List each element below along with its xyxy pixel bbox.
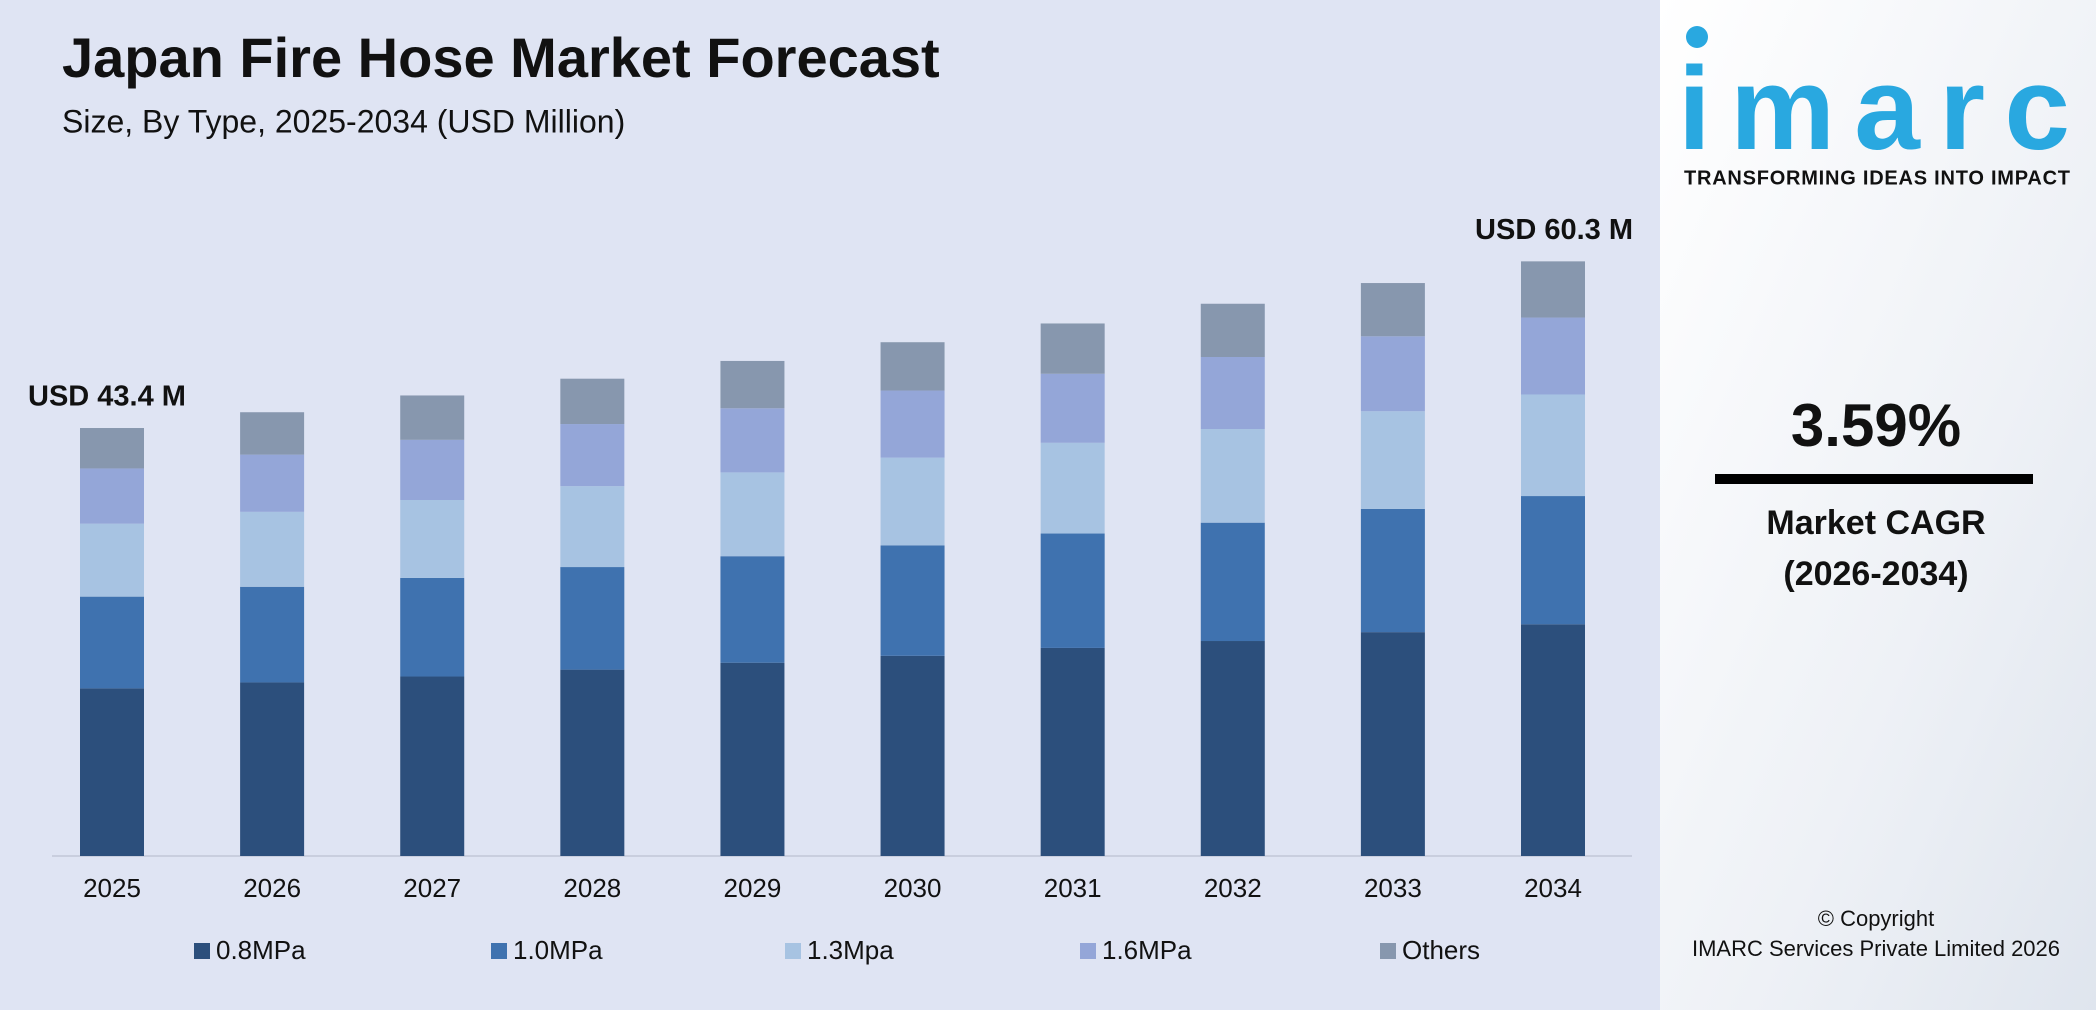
bar-segment — [880, 457, 945, 546]
bar-segment — [1521, 624, 1585, 856]
bar-segment — [240, 454, 305, 512]
bar-segment — [400, 395, 465, 440]
bar-segment — [560, 486, 625, 568]
bar-segment — [560, 567, 625, 670]
bar-segment — [720, 662, 785, 856]
bar-segment — [1521, 317, 1585, 395]
bar-segment — [1200, 303, 1265, 358]
x-tick-label: 2034 — [1524, 873, 1582, 903]
bar-segment — [1040, 373, 1105, 443]
x-tick-label: 2027 — [403, 873, 461, 903]
chart-subtitle: Size, By Type, 2025-2034 (USD Million) — [62, 103, 625, 139]
cagr-rule — [1715, 474, 2033, 484]
tagline: TRANSFORMING IDEAS INTO IMPACT — [1684, 167, 2070, 189]
legend-label: 0.8MPa — [216, 935, 306, 965]
legend-swatch — [1080, 943, 1096, 959]
bar-segment — [720, 360, 785, 409]
bar-segment — [80, 468, 144, 524]
bar-segment — [1521, 496, 1585, 625]
bar-segment — [1521, 394, 1585, 497]
logo: imarc — [1678, 43, 2070, 175]
bar-segment — [560, 424, 625, 487]
bar-segment — [80, 428, 144, 469]
legend-swatch — [491, 943, 507, 959]
bar-segment — [1040, 323, 1105, 374]
bar-segment — [240, 682, 305, 856]
legend-label: 1.0MPa — [513, 935, 603, 965]
bar-segment — [720, 408, 785, 473]
bar-segment — [80, 523, 144, 597]
logo-dot — [1686, 26, 1708, 48]
x-tick-label: 2026 — [243, 873, 301, 903]
bar-segment — [240, 511, 305, 587]
bar-segment — [1200, 357, 1265, 429]
bar-segment — [1040, 533, 1105, 648]
bar-segment — [1040, 442, 1105, 534]
total-label: USD 43.4 M — [28, 381, 186, 413]
bar-segment — [1360, 283, 1425, 337]
x-tick-label: 2028 — [563, 873, 621, 903]
bar-segment — [1521, 261, 1585, 318]
x-tick-label: 2030 — [884, 873, 942, 903]
bar-segment — [1200, 522, 1265, 642]
legend-label: 1.3Mpa — [807, 935, 894, 965]
x-tick-label: 2032 — [1204, 873, 1262, 903]
x-tick-label: 2031 — [1044, 873, 1102, 903]
x-tick-label: 2033 — [1364, 873, 1422, 903]
bar-segment — [880, 655, 945, 856]
bar-segment — [400, 499, 465, 578]
bar-segment — [1200, 428, 1265, 523]
copyright-holder: IMARC Services Private Limited 2026 — [1692, 936, 2060, 961]
cagr-value: 3.59% — [1791, 392, 1961, 459]
bar-segment — [880, 342, 945, 391]
total-label: USD 60.3 M — [1475, 214, 1633, 246]
bar-segment — [240, 412, 305, 455]
bar-segment — [1360, 336, 1425, 412]
legend-label: 1.6MPa — [1102, 935, 1192, 965]
bar-segment — [1360, 508, 1425, 633]
bar-segment — [720, 556, 785, 663]
x-tick-label: 2025 — [83, 873, 141, 903]
bar-segment — [1360, 632, 1425, 856]
legend-swatch — [194, 943, 210, 959]
bar-segment — [720, 472, 785, 557]
bar-segment — [400, 676, 465, 856]
bar-segment — [240, 586, 305, 683]
bar-segment — [1040, 647, 1105, 856]
legend-swatch — [1380, 943, 1396, 959]
legend-swatch — [785, 943, 801, 959]
bar-segment — [560, 669, 625, 856]
cagr-period: (2026-2034) — [1783, 555, 1968, 593]
bar-segment — [80, 688, 144, 856]
bar-segment — [880, 390, 945, 458]
bar-segment — [1360, 411, 1425, 509]
sidebar-panel — [1660, 0, 2096, 1010]
bar-segment — [400, 439, 465, 500]
bar-segment — [880, 545, 945, 656]
bar-segment — [80, 596, 144, 689]
bar-segment — [560, 378, 625, 425]
bar-segment — [1200, 641, 1265, 856]
chart-title: Japan Fire Hose Market Forecast — [62, 26, 940, 89]
legend-label: Others — [1402, 935, 1480, 965]
cagr-label: Market CAGR — [1766, 504, 1985, 542]
bar-segment — [400, 577, 465, 677]
x-tick-label: 2029 — [724, 873, 782, 903]
copyright: © Copyright — [1818, 906, 1934, 931]
